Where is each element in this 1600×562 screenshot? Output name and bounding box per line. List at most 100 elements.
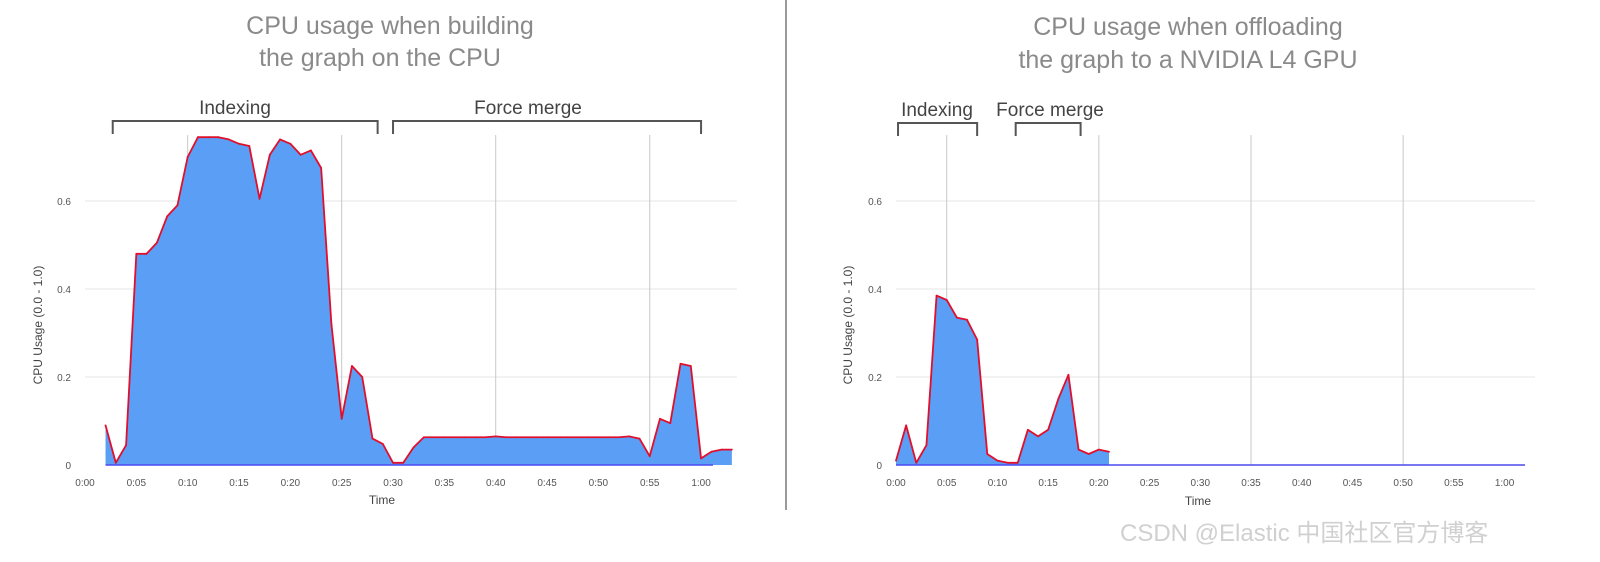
chart-left-data-point bbox=[330, 323, 333, 326]
chart-left-data-point bbox=[104, 424, 107, 427]
chart-right-area-fill bbox=[896, 295, 1109, 465]
chart-left-data-point bbox=[217, 136, 220, 139]
chart-left-data-point bbox=[320, 167, 323, 169]
chart-right-data-point bbox=[1006, 461, 1009, 464]
chart-left-data-point bbox=[361, 376, 364, 378]
chart-left-title-line-1: CPU usage when building bbox=[246, 12, 534, 40]
chart-left-x-tick-label: 0:25 bbox=[332, 478, 352, 489]
chart-left-data-point bbox=[176, 204, 179, 207]
chart-right-data-point bbox=[1077, 448, 1080, 451]
chart-left-data-point bbox=[238, 142, 240, 145]
chart-left-title-line-2: the graph on the CPU bbox=[259, 44, 501, 72]
chart-left-data-point bbox=[371, 437, 374, 440]
chart-left-data-point bbox=[135, 252, 138, 255]
chart-left-x-tick-label: 0:40 bbox=[486, 478, 506, 489]
chart-right-phase-bracket bbox=[1014, 122, 1082, 136]
chart-right-x-tick-label: 0:30 bbox=[1191, 478, 1211, 489]
chart-left-data-point bbox=[628, 435, 631, 438]
chart-left-data-point bbox=[114, 461, 117, 464]
chart-left-data-point bbox=[710, 450, 713, 453]
chart-right-x-tick-label: 0:55 bbox=[1444, 478, 1464, 489]
chart-left-y-tick-label: 0.4 bbox=[57, 285, 71, 296]
chart-left-data-point bbox=[505, 436, 507, 439]
chart-left-data-point bbox=[351, 365, 353, 367]
chart-left-area-fill bbox=[105, 137, 732, 465]
chart-left-data-point bbox=[299, 153, 302, 156]
chart-right-data-point bbox=[905, 424, 908, 427]
chart-right-title-line-1: CPU usage when offloading bbox=[1033, 13, 1342, 41]
chart-left-data-point bbox=[494, 435, 497, 438]
chart-right-phase-brackets bbox=[897, 122, 1082, 136]
chart-left-data-point bbox=[700, 457, 702, 460]
chart-right-x-tick-label: 0:50 bbox=[1393, 478, 1413, 489]
chart-right-x-tick-label: 0:00 bbox=[886, 478, 906, 489]
chart-right-data-point bbox=[1108, 450, 1110, 453]
chart-left-data-point bbox=[464, 436, 466, 439]
chart-right-data-point bbox=[915, 461, 918, 464]
watermark: CSDN @Elastic 中国社区官方博客 bbox=[1120, 520, 1488, 547]
chart-right-title-line-2: the graph to a NVIDIA L4 GPU bbox=[1018, 46, 1357, 74]
chart-left-data-point bbox=[443, 436, 446, 439]
chart-left-phase-brackets bbox=[111, 120, 703, 134]
chart-left-data-point bbox=[535, 436, 538, 439]
chart-left-data-point bbox=[669, 422, 672, 425]
chart-right-data-point bbox=[1047, 428, 1050, 431]
chart-right-x-tick-label: 0:10 bbox=[988, 478, 1008, 489]
chart-left-y-tick-label: 0.6 bbox=[57, 197, 71, 208]
chart-left-x-tick-label: 1:00 bbox=[691, 478, 711, 489]
chart-right-x-tick-label: 0:40 bbox=[1292, 478, 1312, 489]
chart-left-data-point bbox=[566, 436, 569, 439]
chart-left-x-tick-label: 0:30 bbox=[383, 478, 403, 489]
chart-right-plot-area bbox=[895, 294, 1525, 466]
chart-left-data-point bbox=[525, 436, 528, 439]
chart-left-data-point bbox=[340, 417, 343, 420]
chart-left-phase-indexing-label: Indexing bbox=[199, 98, 271, 119]
chart-left-x-axis-label: Time bbox=[369, 493, 396, 507]
chart-right-data-point bbox=[935, 294, 938, 297]
chart-left-data-point bbox=[720, 448, 723, 451]
chart-left-x-tick-label: 0:00 bbox=[75, 478, 95, 489]
chart-left-x-tick-label: 0:10 bbox=[178, 478, 198, 489]
chart-left-tick-labels: 0 0.2 0.4 0.6 0:00 0:05 0:10 0:15 0:20 0:25 0:30 0:… bbox=[57, 197, 711, 489]
chart-left-data-point bbox=[186, 156, 189, 158]
chart-right-grid bbox=[896, 135, 1535, 465]
chart-left-data-point bbox=[433, 436, 436, 439]
chart-right-phase-force-merge-label: Force merge bbox=[996, 100, 1104, 121]
chart-left-data-point bbox=[412, 446, 415, 449]
chart-left-data-point bbox=[730, 448, 733, 451]
chart-left-data-point bbox=[166, 215, 169, 218]
chart-left-y-axis-label: CPU Usage (0.0 - 1.0) bbox=[31, 266, 45, 385]
chart-left-data-point bbox=[597, 436, 600, 439]
chart-left-data-point bbox=[546, 436, 548, 439]
chart-left-data-point bbox=[248, 145, 251, 147]
chart-left-y-tick-label: 0 bbox=[65, 461, 71, 472]
chart-left-data-point bbox=[648, 455, 651, 458]
chart-right-data-point bbox=[1037, 435, 1039, 438]
chart-left-x-tick-label: 0:20 bbox=[281, 478, 301, 489]
chart-right-data-point bbox=[1026, 428, 1029, 431]
chart-right-x-tick-label: 0:15 bbox=[1038, 478, 1058, 489]
chart-right-x-tick-label: 1:00 bbox=[1495, 478, 1515, 489]
chart-right: CPU usage when offloading the graph to a… bbox=[841, 13, 1535, 508]
chart-right-phase-bracket bbox=[897, 122, 979, 136]
chart-right-data-point bbox=[1067, 373, 1070, 376]
chart-left-phase-bracket bbox=[111, 120, 379, 134]
chart-right-data-point bbox=[945, 299, 948, 301]
chart-left-data-point bbox=[258, 197, 261, 200]
chart-left-phase-bracket bbox=[392, 120, 703, 134]
chart-left-data-point bbox=[155, 241, 158, 244]
chart-left: CPU usage when building the graph on the… bbox=[31, 12, 737, 507]
chart-left-phase-force-merge-label: Force merge bbox=[474, 98, 582, 119]
chart-right-x-tick-label: 0:35 bbox=[1241, 478, 1261, 489]
chart-left-data-point bbox=[392, 461, 394, 464]
chart-right-data-point bbox=[986, 453, 989, 455]
chart-left-data-point bbox=[515, 436, 518, 439]
chart-left-data-point bbox=[453, 436, 456, 439]
chart-right-data-point bbox=[1087, 453, 1090, 455]
chart-left-data-point bbox=[659, 417, 661, 420]
chart-left-data-point bbox=[145, 252, 148, 255]
chart-left-data-point bbox=[381, 442, 384, 445]
chart-left-x-tick-label: 0:35 bbox=[435, 478, 455, 489]
chart-right-x-axis-label: Time bbox=[1185, 494, 1212, 508]
